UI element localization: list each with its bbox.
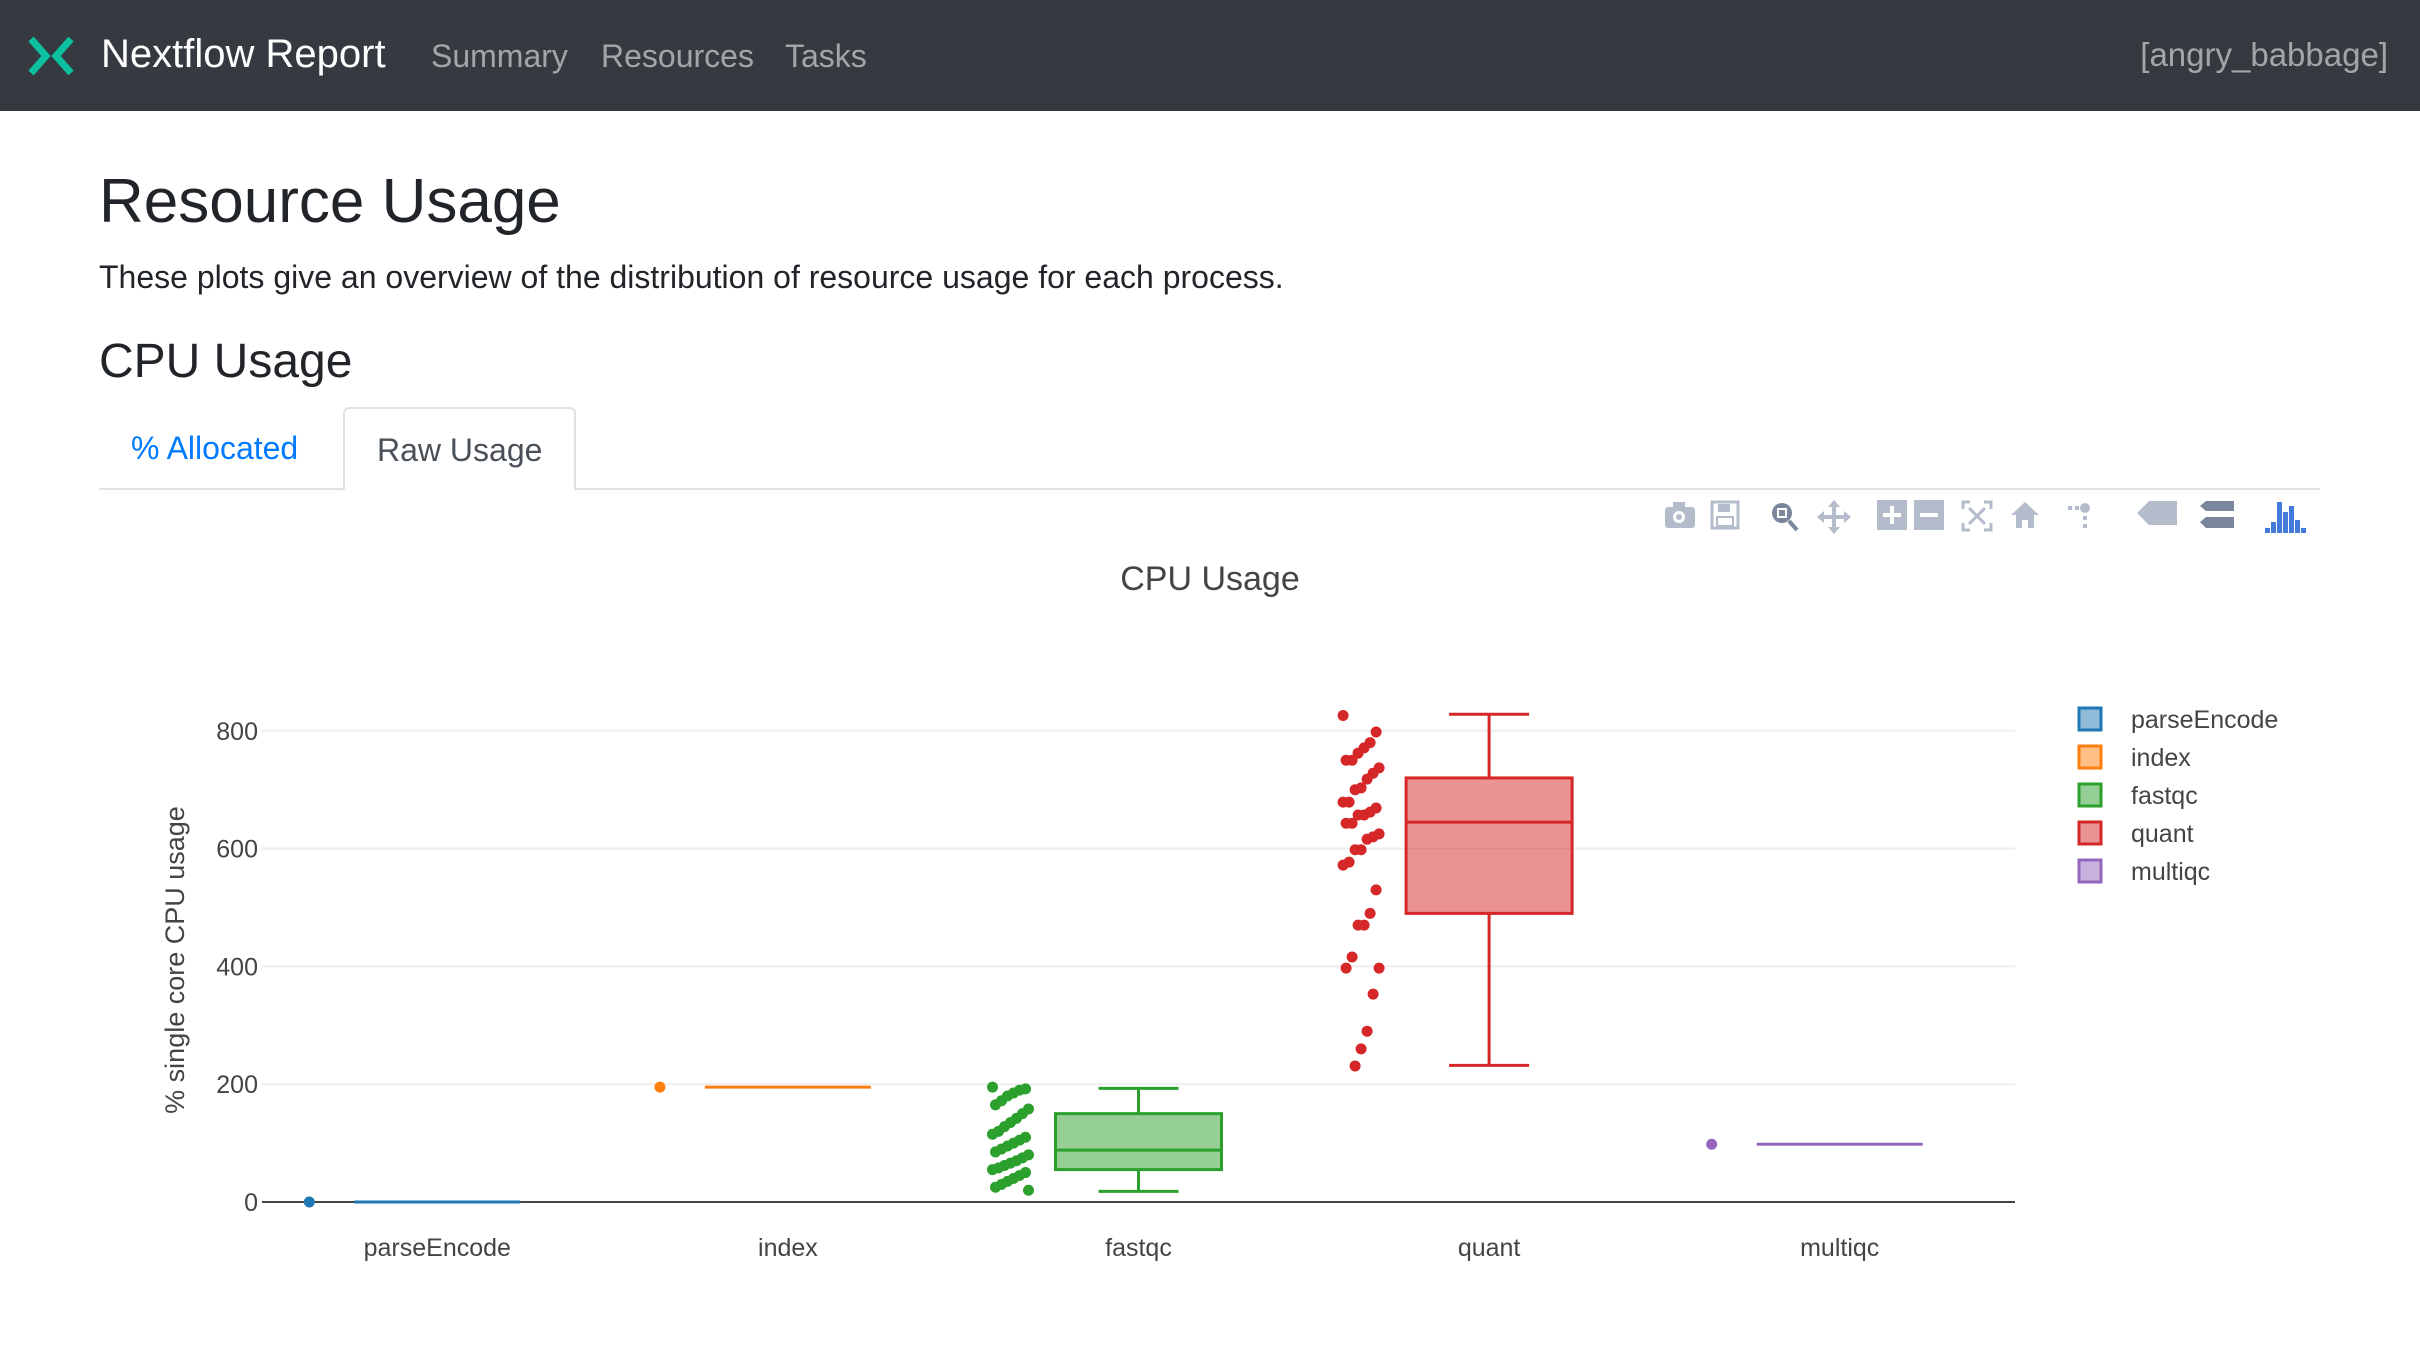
zoom-icon[interactable] — [1770, 500, 1800, 534]
data-point — [1340, 817, 1352, 829]
x-tick-label: quant — [1458, 1234, 1521, 1262]
box-fastqc — [987, 1081, 1223, 1196]
nav-summary[interactable]: Summary — [431, 38, 568, 74]
legend-swatch-parseEncode — [2077, 706, 2103, 732]
y-tick-label: 400 — [216, 953, 258, 981]
data-point — [1361, 773, 1373, 785]
data-point — [990, 1099, 1001, 1111]
data-point — [987, 1128, 998, 1140]
data-point — [987, 1081, 998, 1093]
data-point — [303, 1196, 315, 1208]
data-point — [1364, 907, 1376, 919]
hover-closest-icon[interactable] — [2137, 500, 2177, 526]
hover-compare-icon[interactable] — [2200, 500, 2234, 530]
tab-raw-usage[interactable]: Raw Usage — [343, 407, 577, 491]
data-point — [990, 1146, 1001, 1158]
data-point — [990, 1181, 1001, 1193]
camera-icon[interactable] — [1663, 500, 1697, 530]
data-point — [1352, 919, 1364, 931]
y-tick-label: 600 — [216, 836, 258, 864]
iqr-box — [1404, 776, 1574, 915]
box-parseEncode — [303, 1196, 521, 1208]
data-point — [1373, 962, 1385, 974]
nav-resources[interactable]: Resources — [601, 38, 754, 74]
box-multiqc — [1706, 1138, 1923, 1150]
y-tick-label: 0 — [244, 1189, 258, 1217]
run-name: [angry_babbage] — [2140, 36, 2388, 73]
cpu-usage-chart: CPU Usage % single core CPU usage 0 200 40… — [160, 560, 2278, 1262]
save-icon[interactable] — [1710, 500, 1740, 530]
data-point — [1337, 709, 1349, 721]
data-point — [1370, 884, 1382, 896]
chart-title: CPU Usage — [1120, 560, 1300, 598]
pan-icon[interactable] — [1817, 500, 1851, 534]
x-tick-label: fastqc — [1105, 1234, 1172, 1262]
section-title: CPU Usage — [99, 335, 353, 388]
y-tick-label: 200 — [216, 1071, 258, 1099]
y-axis-label: % single core CPU usage — [160, 806, 190, 1114]
data-point — [1349, 1060, 1361, 1072]
data-point — [654, 1081, 666, 1093]
box-index — [654, 1081, 871, 1093]
nextflow-logo-icon — [28, 36, 74, 76]
reset-axes-icon[interactable] — [2009, 500, 2041, 530]
spike-lines-icon[interactable] — [2067, 500, 2091, 530]
legend-swatch-multiqc — [2077, 858, 2103, 884]
nav-tasks[interactable]: Tasks — [785, 38, 867, 74]
box-quant — [1337, 709, 1574, 1072]
navbar: Nextflow Report Summary Resources Tasks … — [0, 0, 2420, 111]
data-point — [1367, 988, 1379, 1000]
data-point — [1023, 1184, 1034, 1196]
x-tick-label: parseEncode — [364, 1234, 511, 1262]
data-point — [1361, 833, 1373, 845]
legend-label-multiqc: multiqc — [2131, 858, 2210, 886]
data-point — [1346, 951, 1358, 963]
tab-bar: % Allocated Raw Usage — [99, 407, 2320, 491]
legend-label-parseEncode: parseEncode — [2131, 706, 2278, 734]
data-point — [1352, 809, 1364, 821]
x-tick-label: multiqc — [1800, 1234, 1879, 1262]
data-point — [1340, 754, 1352, 766]
zoom-in-icon[interactable] — [1877, 500, 1907, 530]
data-point — [1337, 859, 1349, 871]
legend-swatch-fastqc — [2077, 782, 2103, 808]
data-point — [1349, 844, 1361, 856]
plotly-logo-icon[interactable] — [2264, 500, 2310, 534]
data-point — [1355, 1043, 1367, 1055]
data-point — [987, 1164, 998, 1176]
legend-swatch-quant — [2077, 820, 2103, 846]
iqr-box — [1054, 1112, 1223, 1172]
zoom-out-icon[interactable] — [1914, 500, 1944, 530]
legend-label-fastqc: fastqc — [2131, 782, 2198, 810]
data-point — [1370, 726, 1382, 738]
legend-label-quant: quant — [2131, 820, 2194, 848]
page-description: These plots give an overview of the dist… — [99, 259, 1284, 295]
data-point — [1706, 1138, 1718, 1150]
page-title: Resource Usage — [99, 167, 561, 236]
legend-swatch-index — [2077, 744, 2103, 770]
autoscale-icon[interactable] — [1961, 500, 1993, 532]
brand[interactable]: Nextflow Report — [101, 32, 386, 76]
x-tick-label: index — [758, 1234, 818, 1262]
tab-allocated[interactable]: % Allocated — [131, 430, 299, 466]
y-tick-label: 800 — [216, 718, 258, 746]
data-point — [1340, 962, 1352, 974]
data-point — [1349, 784, 1361, 796]
legend-label-index: index — [2131, 744, 2191, 772]
data-point — [1361, 1025, 1373, 1037]
data-point — [1337, 796, 1349, 808]
